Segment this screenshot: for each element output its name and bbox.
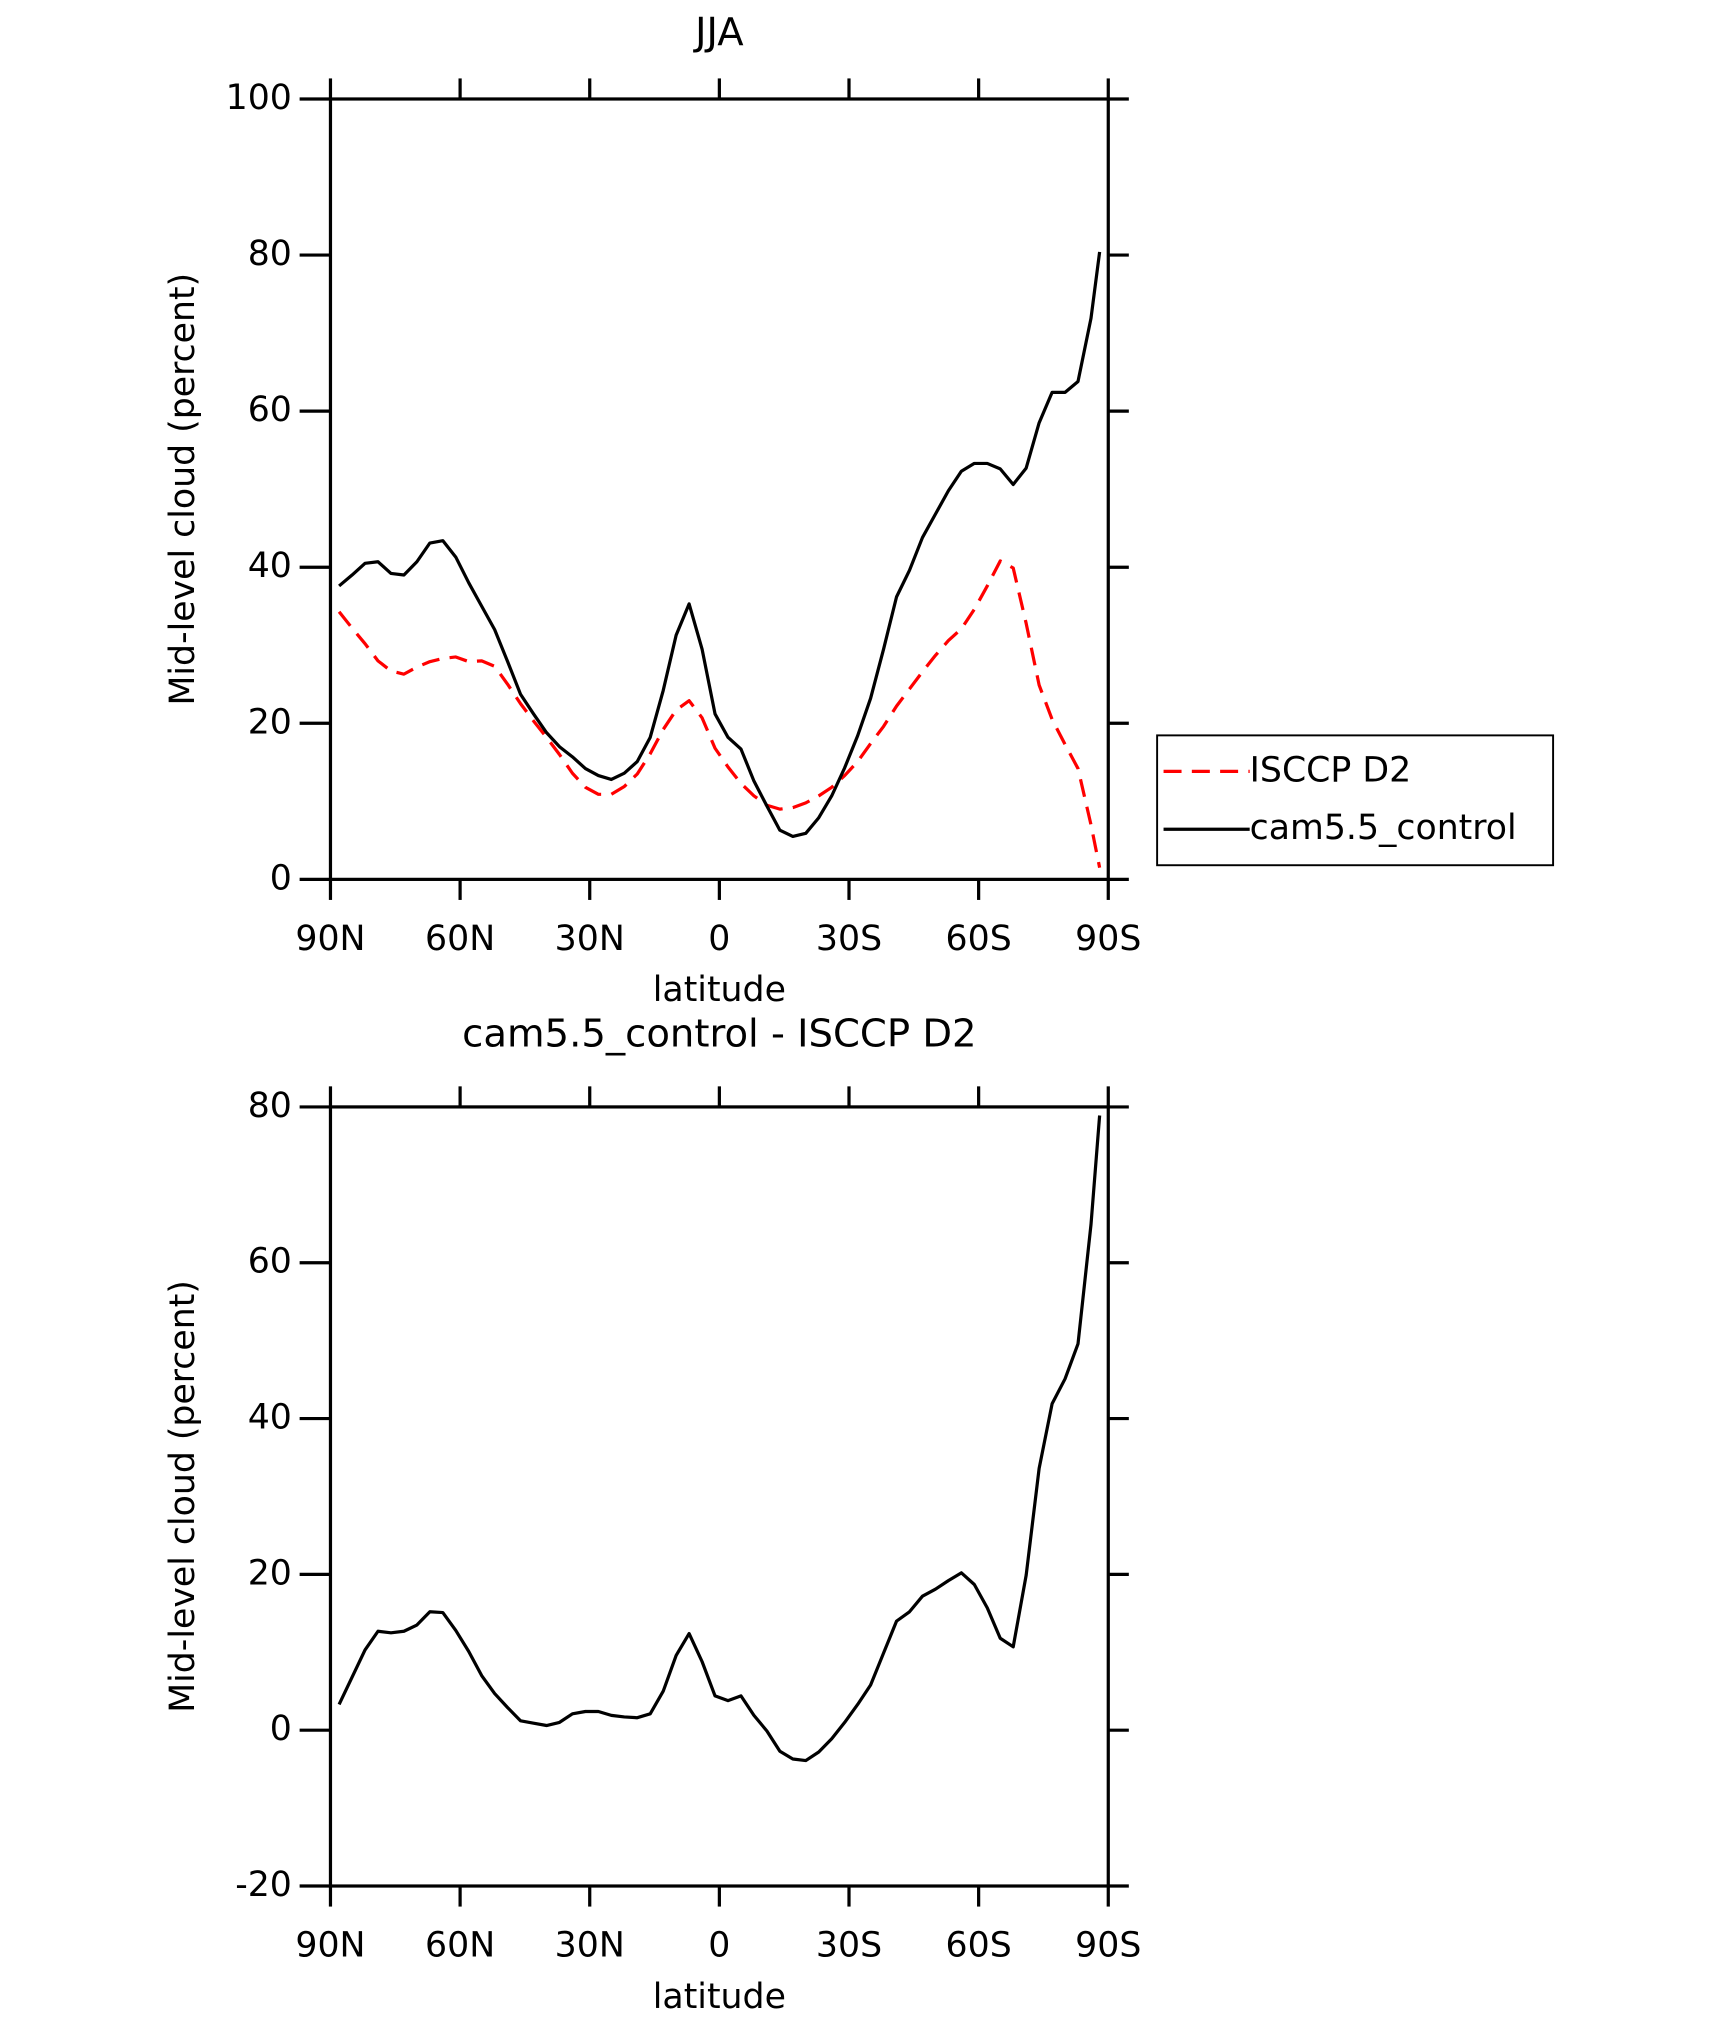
y-tick-label: 40 bbox=[248, 546, 292, 586]
x-tick-label: 30S bbox=[816, 919, 882, 959]
x-tick-label: 90S bbox=[1075, 919, 1141, 959]
y-tick-label: 100 bbox=[226, 78, 292, 118]
data-line bbox=[337, 559, 1102, 868]
chart-title: cam5.5_control - ISCCP D2 bbox=[462, 1012, 976, 1057]
y-tick-label: 20 bbox=[248, 1553, 292, 1593]
x-tick-label: 60S bbox=[946, 1925, 1012, 1965]
y-tick-label: 0 bbox=[270, 1709, 292, 1749]
x-tick-label: 90N bbox=[295, 919, 365, 959]
legend-box bbox=[1156, 734, 1555, 867]
x-tick-label: 60N bbox=[425, 919, 495, 959]
x-tick-label: 60S bbox=[946, 919, 1012, 959]
x-tick-label: 0 bbox=[708, 919, 730, 959]
x-tick-label: 90N bbox=[295, 1925, 365, 1965]
plot-frame bbox=[328, 97, 1110, 881]
chart-title: JJA bbox=[693, 10, 744, 55]
x-axis-label: latitude bbox=[653, 1977, 786, 2017]
x-tick-label: 90S bbox=[1075, 1925, 1141, 1965]
y-tick-label: 80 bbox=[248, 1086, 292, 1126]
x-tick-label: 0 bbox=[708, 1925, 730, 1965]
plot-frame bbox=[328, 1105, 1110, 1888]
x-tick-label: 30N bbox=[555, 1925, 625, 1965]
y-axis-label: Mid-level cloud (percent) bbox=[163, 273, 203, 706]
y-tick-label: 80 bbox=[248, 234, 292, 274]
y-tick-label: 60 bbox=[248, 1242, 292, 1282]
data-line bbox=[338, 251, 1102, 839]
x-axis-label: latitude bbox=[653, 970, 786, 1010]
y-tick-label: 20 bbox=[248, 702, 292, 742]
y-tick-label: 60 bbox=[248, 390, 292, 430]
y-tick-label: 40 bbox=[248, 1398, 292, 1438]
x-tick-label: 30S bbox=[816, 1925, 882, 1965]
y-axis-label: Mid-level cloud (percent) bbox=[163, 1280, 203, 1713]
x-tick-label: 60N bbox=[425, 1925, 495, 1965]
legend-label: cam5.5_control bbox=[1250, 808, 1517, 848]
data-line bbox=[337, 1115, 1102, 1763]
y-tick-label: 0 bbox=[270, 858, 292, 898]
x-tick-label: 30N bbox=[555, 919, 625, 959]
legend-label: ISCCP D2 bbox=[1250, 750, 1412, 790]
y-tick-label: -20 bbox=[235, 1865, 292, 1905]
